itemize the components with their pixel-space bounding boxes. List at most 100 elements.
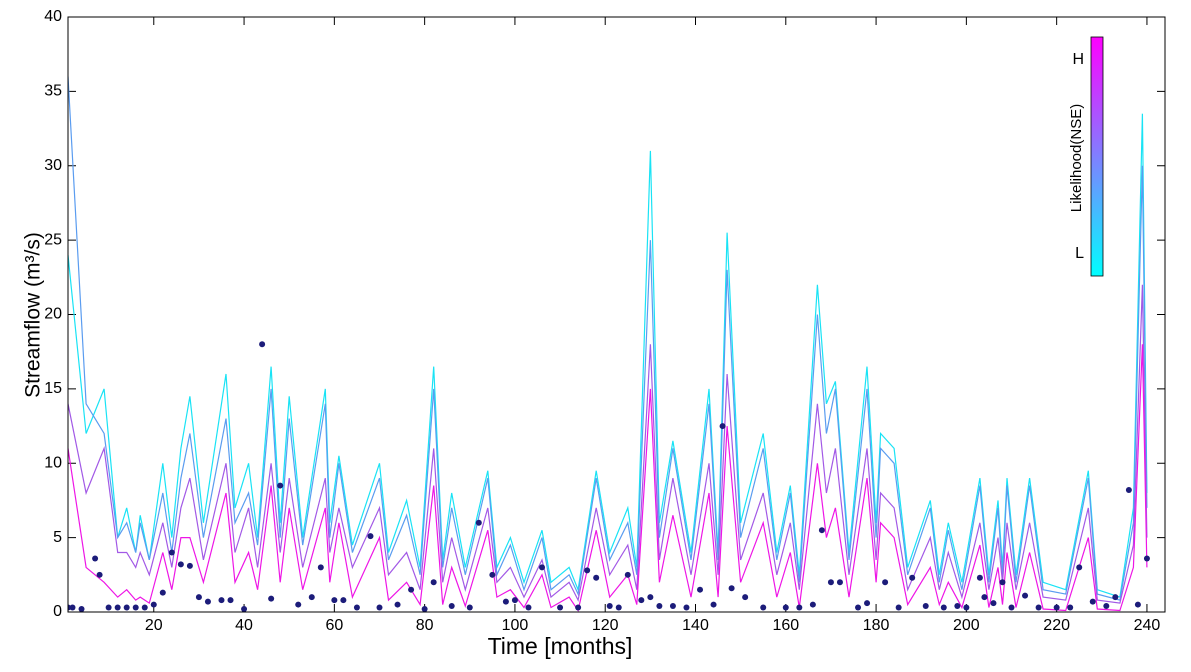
observed-point	[940, 604, 947, 611]
y-tick-label: 15	[44, 380, 62, 397]
observed-point	[615, 604, 622, 611]
observed-point	[353, 604, 360, 611]
observed-point	[827, 579, 834, 586]
observed-point	[376, 604, 383, 611]
observed-point	[227, 597, 234, 604]
observed-point	[525, 604, 532, 611]
observed-point	[511, 597, 518, 604]
observed-point	[123, 604, 130, 611]
x-tick-label: 100	[502, 617, 529, 634]
observed-point	[295, 601, 302, 608]
observed-point	[710, 601, 717, 608]
observed-point	[796, 604, 803, 611]
observed-point	[448, 603, 455, 610]
observed-point	[132, 604, 139, 611]
colorbar-low: L	[1075, 245, 1084, 262]
observed-point	[308, 594, 315, 601]
observed-point	[1076, 564, 1083, 571]
observed-point	[408, 586, 415, 593]
x-tick-label: 240	[1134, 617, 1161, 634]
observed-point	[1053, 604, 1060, 611]
y-tick-label: 0	[53, 603, 62, 620]
y-tick-label: 40	[44, 8, 62, 25]
observed-point	[69, 604, 76, 611]
observed-point	[669, 603, 676, 610]
observed-point	[502, 598, 509, 605]
ensemble-line	[68, 113, 1148, 598]
observed-point	[421, 606, 428, 612]
colorbar-label: Likelihood(NSE)	[1068, 104, 1085, 212]
observed-point	[466, 604, 473, 611]
ensemble-line	[68, 76, 1148, 601]
observed-point	[728, 585, 735, 592]
x-tick-label: 120	[592, 617, 619, 634]
observed-point	[186, 562, 193, 569]
observed-point	[1143, 555, 1150, 562]
y-tick-label: 5	[53, 529, 62, 546]
observed-point	[1112, 594, 1119, 601]
observed-point	[782, 604, 789, 611]
observed-point	[268, 595, 275, 602]
observed-point	[719, 423, 726, 430]
x-tick-label: 80	[416, 617, 434, 634]
x-tick-label: 60	[325, 617, 343, 634]
observed-point	[638, 597, 645, 604]
observed-point	[241, 606, 248, 612]
observed-point	[204, 598, 211, 605]
observed-point	[277, 482, 284, 489]
observed-point	[489, 571, 496, 578]
plot-frame	[67, 16, 1166, 613]
ensemble-line	[68, 284, 1148, 604]
y-tick-label: 10	[44, 454, 62, 471]
observed-point	[760, 604, 767, 611]
observed-point	[976, 574, 983, 581]
observed-point	[430, 579, 437, 586]
observed-point	[836, 579, 843, 586]
observed-point	[331, 597, 338, 604]
observed-point	[990, 600, 997, 607]
x-tick-label: 180	[863, 617, 890, 634]
y-tick-label: 25	[44, 231, 62, 248]
observed-point	[647, 594, 654, 601]
observed-point	[1125, 487, 1132, 494]
observed-point	[981, 594, 988, 601]
observed-point	[141, 604, 148, 611]
observed-point	[864, 600, 871, 607]
observed-point	[340, 597, 347, 604]
observed-point	[882, 579, 889, 586]
observed-point	[922, 603, 929, 610]
y-tick-label: 30	[44, 157, 62, 174]
observed-point	[96, 571, 103, 578]
observed-point	[606, 603, 613, 610]
observed-point	[963, 604, 970, 611]
observed-point	[624, 571, 631, 578]
observed-point	[742, 594, 749, 601]
observed-point	[150, 601, 157, 608]
observed-point	[475, 519, 482, 526]
observed-point	[575, 604, 582, 611]
observed-point	[954, 603, 961, 610]
observed-point	[367, 533, 374, 540]
y-tick-label: 20	[44, 306, 62, 323]
observed-point	[1067, 604, 1074, 611]
observed-point	[394, 601, 401, 608]
ensemble-line	[68, 344, 1148, 612]
plot-area	[68, 76, 1150, 612]
observed-point	[909, 574, 916, 581]
observed-point	[159, 589, 166, 596]
x-tick-label: 20	[145, 617, 163, 634]
colorbar-high: H	[1072, 51, 1084, 68]
observed-point	[818, 527, 825, 534]
observed-point	[1089, 598, 1096, 605]
observed-point	[259, 341, 266, 348]
observed-point	[78, 606, 85, 612]
x-tick-label: 220	[1043, 617, 1070, 634]
observed-point	[697, 586, 704, 593]
x-tick-label: 200	[953, 617, 980, 634]
observed-point	[895, 604, 902, 611]
observed-point	[557, 604, 564, 611]
observed-point	[539, 564, 546, 571]
observed-point	[218, 597, 225, 604]
